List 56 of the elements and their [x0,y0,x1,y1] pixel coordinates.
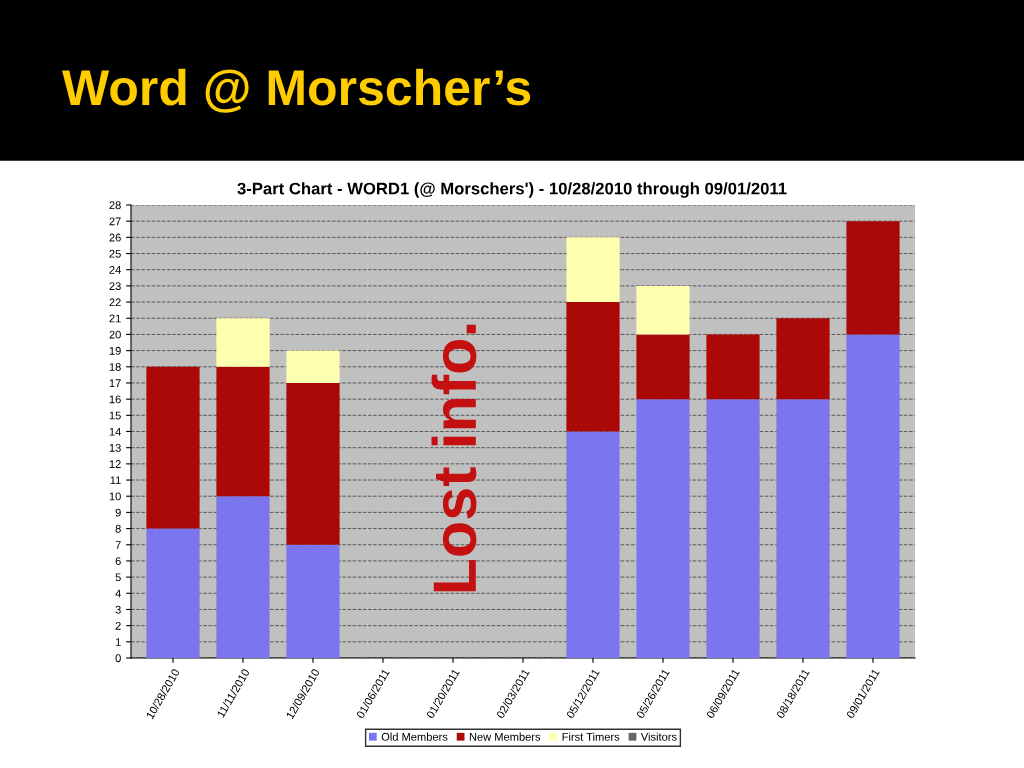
bar [146,528,200,658]
y-tick-label: 8 [115,524,121,533]
y-tick-label: 6 [115,557,121,566]
y-tick-label: 20 [109,330,121,339]
y-tick-label: 26 [109,233,121,242]
bar [636,399,690,658]
y-tick-label: 17 [109,379,121,387]
bar [286,350,340,383]
bar [636,285,690,335]
y-tick-label: 21 [109,314,121,323]
y-tick-label: 23 [109,282,121,291]
y-tick-label: 2 [115,621,121,630]
y-tick-label: 10 [109,492,121,501]
y-tick-label: 22 [109,298,121,307]
y-tick-label: 11 [110,476,121,485]
y-tick-label: 0 [115,654,121,663]
y-tick-label: 27 [109,217,121,226]
y-tick-label: 18 [109,363,121,371]
bar [846,221,900,335]
y-tick-label: 4 [115,589,121,598]
y-tick-label: 24 [109,265,121,274]
y-tick-label: 9 [115,508,121,517]
bar [566,431,620,658]
legend-label: Visitors [640,732,677,741]
legend-label: First Timers [562,732,620,741]
bar [216,318,270,367]
bar [146,366,200,529]
bar [636,334,690,400]
legend-label: Old Members [381,732,448,741]
bar [216,366,270,497]
bar [286,544,340,658]
bar [286,382,340,545]
y-tick-label: 19 [109,346,121,355]
bar [216,496,270,658]
bar [566,237,620,303]
chart-title: Word @ Morscher’s [62,68,531,113]
y-tick-label: 13 [109,443,121,452]
y-tick-label: 28 [109,201,121,210]
legend-label: New Members [469,732,541,741]
y-tick-label: 5 [115,573,121,582]
y-tick-label: 15 [109,411,121,420]
bar [566,302,620,432]
y-tick-label: 25 [109,249,121,258]
annotation: Lost info. [431,324,477,592]
y-tick-label: 1 [115,638,121,646]
y-tick-label: 16 [109,395,121,404]
y-tick-label: 14 [109,427,121,436]
y-tick-label: 12 [109,460,121,468]
bar [706,399,760,658]
chart-subtitle: 3-Part Chart - WORD1 (@ Morschers') - 10/28/2010 through 09/01/2011 [237,182,787,198]
bar [776,318,830,400]
bar [706,334,760,400]
y-tick-label: 3 [115,605,121,614]
bar [846,334,900,658]
bar [776,399,830,658]
y-tick-label: 7 [115,541,121,549]
